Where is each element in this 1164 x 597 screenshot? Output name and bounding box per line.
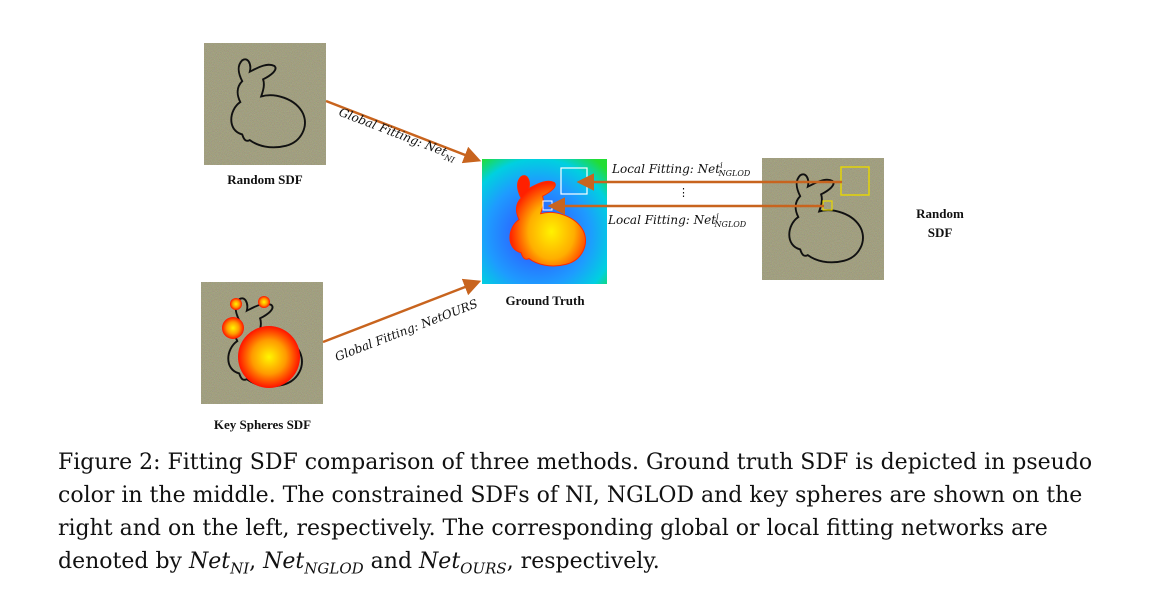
key-sphere-ear-2 [258,296,270,308]
label-random-sdf-right: Random SDF [916,206,964,240]
key-sphere-head [222,317,244,339]
figure-caption: Figure 2: Fitting SDF comparison of thre… [58,450,1093,578]
key-spheres-sdf-panel [201,282,323,404]
arrow-label-local-j: Local Fitting: NetjNGLOD [608,212,747,230]
figure-diagram [201,43,884,404]
random-sdf-left-panel [204,43,326,165]
label-key-spheres-sdf: Key Spheres SDF [213,417,312,432]
ground-truth-panel [482,159,607,284]
random-sdf-right-panel [762,158,884,280]
arrow-global-ours [322,278,482,344]
label-ground-truth: Ground Truth [505,293,585,308]
arrow-global-ni [325,99,482,164]
key-sphere-large [238,326,300,388]
key-sphere-ear-1 [230,298,242,310]
arrow-label-local-i: Local Fitting: NetiNGLOD [612,161,751,179]
label-random-sdf-left: Random SDF [227,172,303,187]
vertical-dots: ⋮ [678,186,689,199]
